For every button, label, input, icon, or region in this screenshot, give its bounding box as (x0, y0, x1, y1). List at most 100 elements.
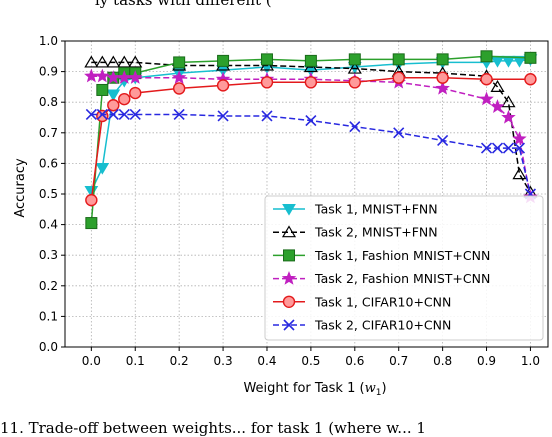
series-4 (85, 71, 537, 207)
x-axis-label-sub: 1 (376, 388, 382, 398)
legend-item: Task 2, CIFAR10+CNN (273, 318, 451, 333)
legend-label: Task 1, MNIST+FNN (314, 202, 438, 217)
data-point (171, 70, 187, 84)
data-point (393, 127, 405, 139)
data-point (260, 53, 273, 66)
legend-label: Task 1, Fashion MNIST+CNN (314, 248, 490, 263)
y-tick-label: 0.3 (39, 248, 58, 262)
data-point (217, 54, 230, 67)
data-point (85, 108, 97, 121)
data-point (305, 114, 317, 127)
data-point (172, 82, 186, 95)
x-marker-stroke (261, 110, 273, 122)
data-point (96, 108, 108, 121)
y-tick-label: 0.7 (39, 126, 58, 140)
data-point (436, 71, 449, 84)
data-point (490, 99, 505, 113)
data-point (107, 108, 119, 121)
data-point (117, 55, 132, 68)
x-axis-label-end: ) (381, 381, 386, 396)
x-tick-label: 0.0 (82, 354, 101, 368)
data-point (480, 142, 493, 154)
data-point (392, 71, 405, 84)
data-point (304, 54, 317, 67)
legend-label: Task 1, CIFAR10+CNN (314, 294, 451, 309)
data-point (512, 167, 527, 180)
legend-box (264, 195, 544, 341)
data-point (216, 79, 230, 92)
x-marker-stroke (437, 134, 449, 147)
x-marker-stroke (480, 142, 493, 154)
y-tick-label: 1.0 (39, 34, 58, 48)
x-axis-label-var: w (365, 381, 376, 396)
legend-item: Task 1, CIFAR10+CNN (273, 294, 451, 309)
y-tick-label: 0.6 (39, 156, 58, 170)
data-point (129, 86, 142, 100)
data-point (348, 53, 361, 66)
x-marker-stroke (173, 108, 185, 121)
legend-marker (281, 270, 297, 285)
data-point (128, 55, 143, 68)
x-tick-label: 0.3 (214, 354, 233, 368)
x-marker-stroke (118, 108, 130, 121)
x-tick-label: 0.9 (477, 354, 496, 368)
x-marker-stroke (283, 319, 295, 331)
data-point (129, 108, 141, 121)
data-point (491, 142, 504, 154)
y-axis-label: Accuracy (13, 158, 28, 218)
x-axis-label: Weight for Task 1 (w1) (243, 381, 386, 398)
legend: Task 1, MNIST+FNN Task 2, MNIST+FNN Task 1… (264, 195, 544, 341)
data-point (106, 55, 121, 68)
caption-top-fragment: ly tasks with different ( (95, 0, 272, 9)
x-tick-label: 0.5 (301, 354, 320, 368)
data-point (96, 109, 109, 123)
y-tick-label: 0.0 (39, 340, 58, 354)
data-point (173, 108, 185, 121)
x-tick-label: 0.2 (170, 354, 189, 368)
legend-item: Task 2, Fashion MNIST+CNN (273, 270, 490, 286)
data-point (304, 76, 318, 89)
x-tick-label: 0.7 (389, 354, 408, 368)
legend-marker (281, 225, 297, 238)
x-axis-label-text: Weight for Task 1 ( (243, 381, 364, 396)
data-point (512, 55, 527, 68)
data-point (436, 53, 449, 66)
data-point (392, 53, 405, 66)
y-tick-label: 0.5 (39, 187, 58, 201)
data-point (348, 76, 361, 89)
series-5 (85, 108, 537, 200)
data-point (502, 142, 515, 154)
y-tick-label: 0.9 (39, 65, 58, 79)
x-marker-stroke (349, 121, 361, 133)
x-tick-label: 0.8 (433, 354, 452, 368)
data-point (173, 56, 186, 69)
legend-label: Task 2, MNIST+FNN (314, 225, 438, 240)
series-layer (84, 50, 538, 230)
y-tick-label: 0.2 (39, 279, 58, 293)
x-marker-stroke (107, 108, 119, 121)
data-point (479, 91, 494, 106)
data-point (347, 61, 362, 74)
legend-marker (282, 295, 296, 308)
x-marker-stroke (129, 108, 141, 121)
data-point (85, 193, 98, 207)
legend-item: Task 2, MNIST+FNN (273, 225, 438, 240)
x-marker-stroke (305, 114, 317, 127)
data-point (501, 95, 516, 108)
x-tick-label: 1.0 (521, 354, 540, 368)
x-marker-stroke (513, 142, 526, 154)
data-point (118, 108, 130, 121)
data-point (260, 76, 274, 89)
legend-label: Task 2, CIFAR10+CNN (314, 318, 451, 333)
x-marker-stroke (393, 127, 405, 139)
data-point (118, 92, 131, 106)
data-point (480, 50, 493, 63)
x-tick-label: 0.6 (345, 354, 364, 368)
legend-marker (283, 319, 295, 331)
data-point (128, 70, 143, 84)
data-point (524, 73, 537, 86)
y-tick-label: 0.1 (39, 309, 58, 323)
data-point (106, 89, 121, 102)
data-point (480, 73, 493, 86)
